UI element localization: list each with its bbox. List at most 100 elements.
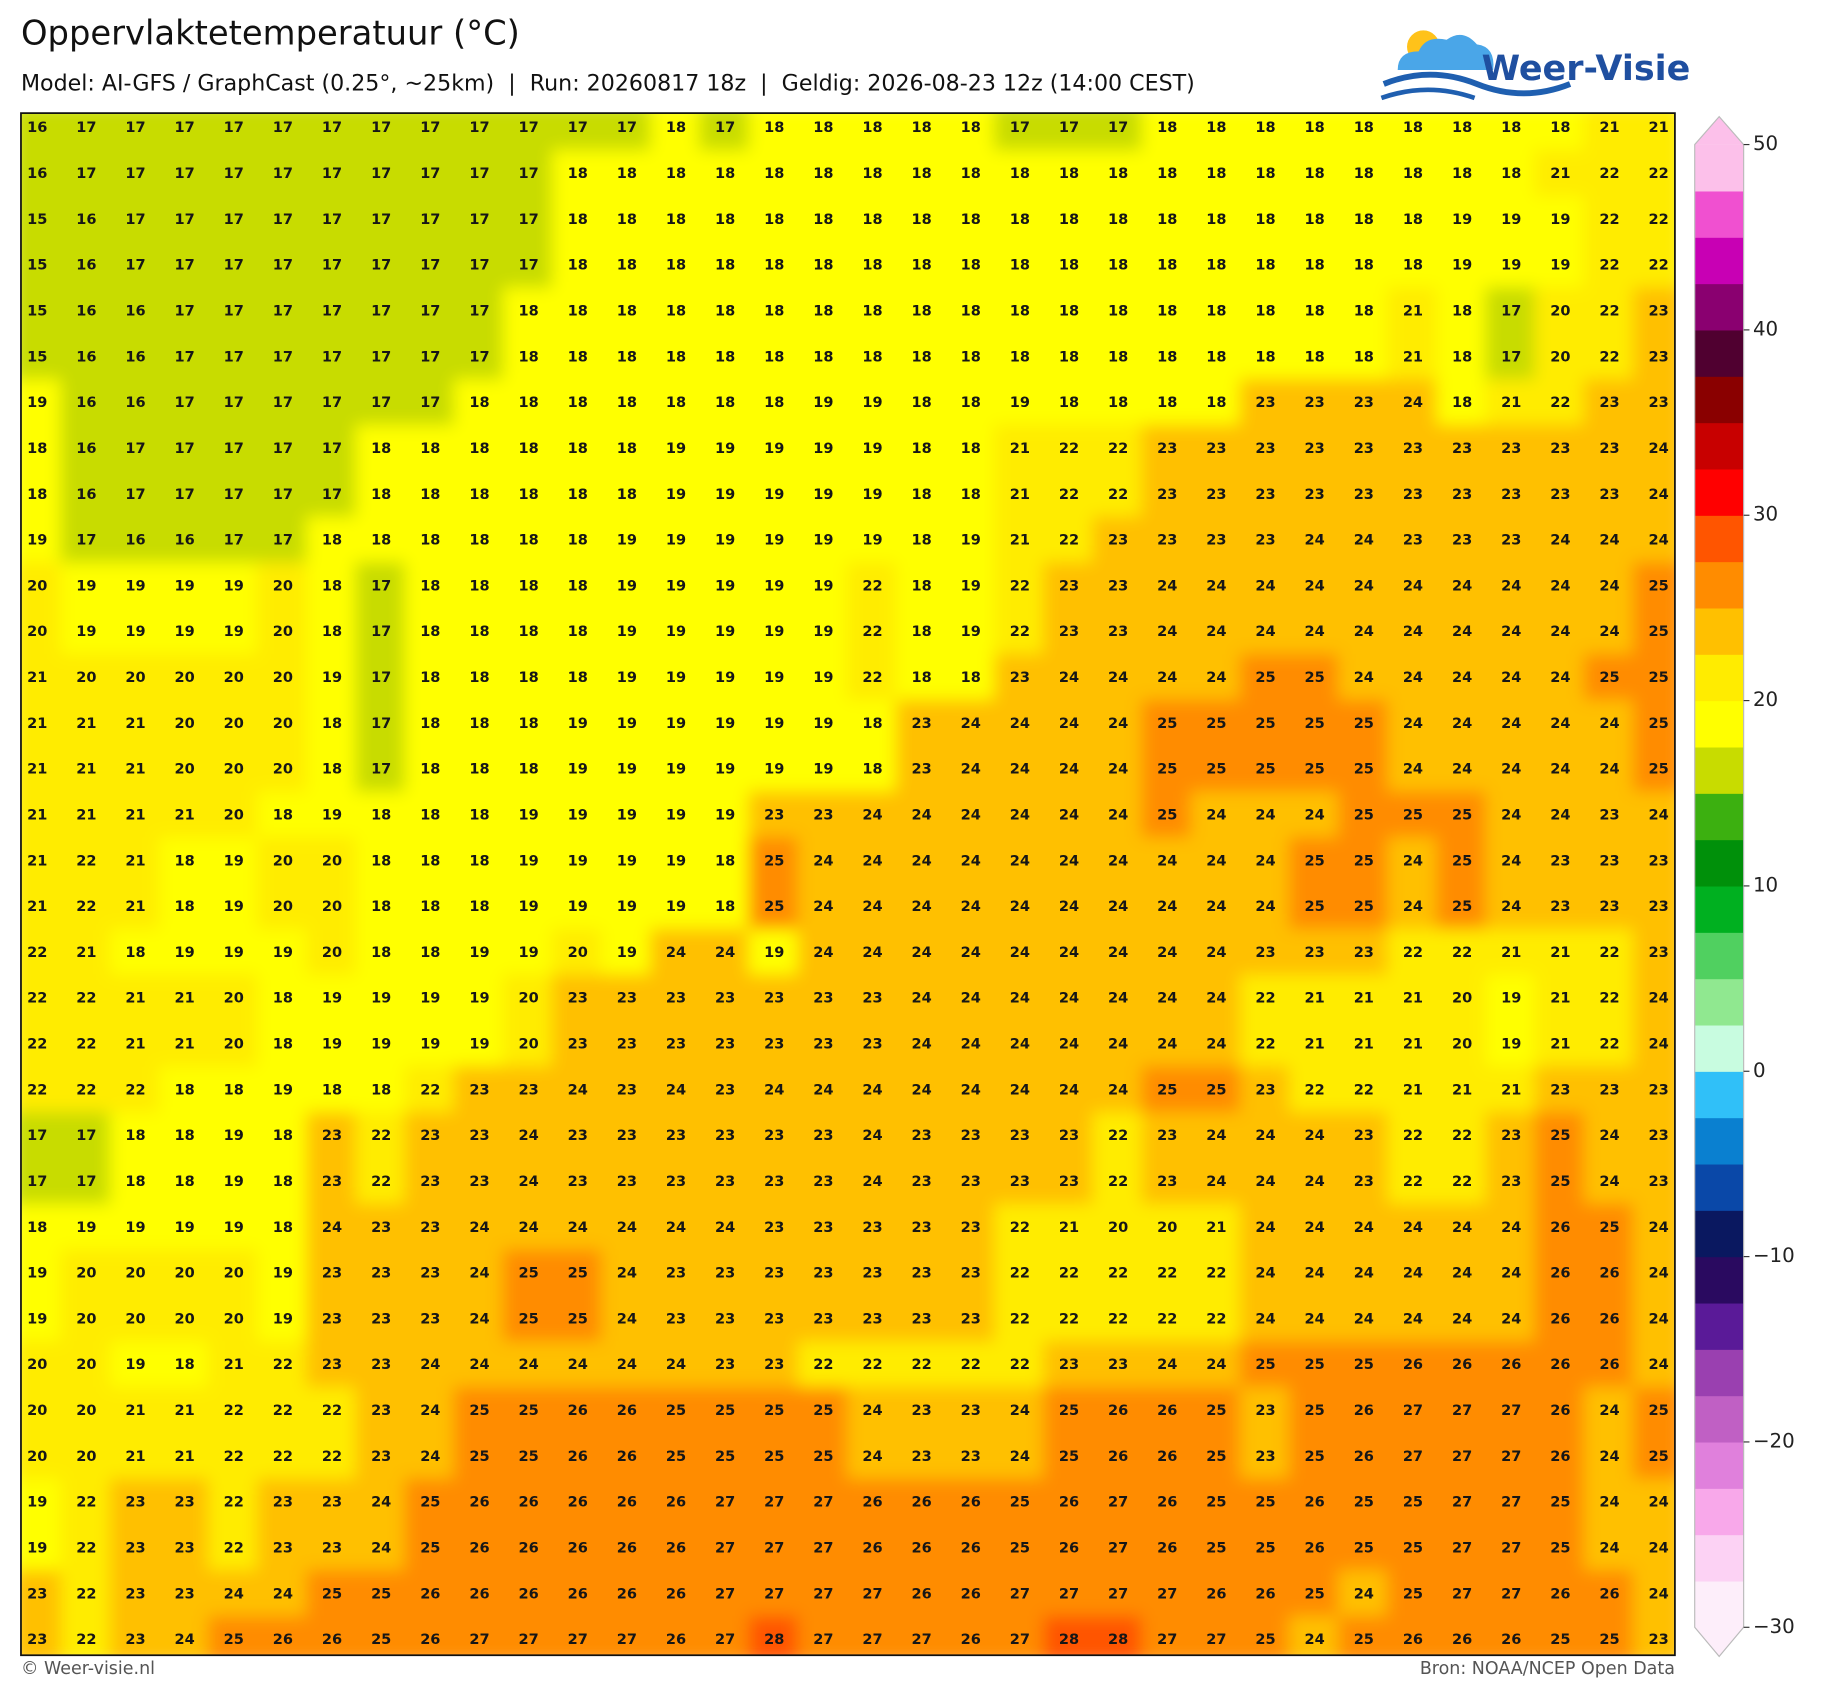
temp-cell xyxy=(1092,791,1144,840)
temp-label: 21 xyxy=(1010,532,1030,549)
temp-cell xyxy=(1632,745,1675,794)
temp-label: 17 xyxy=(371,303,391,320)
temp-cell xyxy=(1583,1295,1636,1344)
temp-cell xyxy=(895,287,948,336)
temp-label: 23 xyxy=(1010,1127,1030,1144)
temp-label: 20 xyxy=(322,898,342,915)
temp-cell xyxy=(1288,1157,1341,1207)
temp-label: 24 xyxy=(1648,1356,1668,1373)
temp-cell xyxy=(945,1616,997,1656)
temp-cell xyxy=(945,1203,997,1252)
temp-cell xyxy=(1632,516,1675,565)
temp-label: 18 xyxy=(715,348,735,365)
temp-cell xyxy=(1436,653,1488,703)
temp-label: 17 xyxy=(617,119,637,136)
temp-cell xyxy=(1485,195,1537,244)
temp-label: 25 xyxy=(371,1585,391,1602)
temp-label: 20 xyxy=(1550,303,1570,320)
temp-cell xyxy=(846,241,899,290)
temp-cell xyxy=(846,1066,899,1115)
temp-label: 18 xyxy=(1206,394,1226,411)
temp-cell xyxy=(208,379,260,428)
temp-label: 20 xyxy=(1452,1036,1472,1053)
temp-cell xyxy=(650,241,702,290)
temp-label: 22 xyxy=(1599,165,1619,182)
temp-cell xyxy=(1436,1112,1488,1161)
temp-label: 24 xyxy=(1501,1310,1521,1327)
temp-cell xyxy=(1583,195,1636,244)
temp-label: 24 xyxy=(1648,806,1668,823)
temp-label: 22 xyxy=(224,1402,244,1419)
temp-label: 24 xyxy=(1255,806,1275,823)
temp-label: 22 xyxy=(27,944,47,961)
temp-label: 18 xyxy=(568,577,588,594)
temp-cell xyxy=(895,1112,948,1161)
temp-cell xyxy=(797,1570,850,1619)
temp-cell xyxy=(1583,1249,1636,1298)
temp-label: 24 xyxy=(1354,577,1374,594)
temp-cell xyxy=(306,653,358,703)
temp-label: 22 xyxy=(1305,1081,1325,1098)
temp-label: 25 xyxy=(1452,806,1472,823)
temp-cell xyxy=(846,837,899,886)
temp-cell xyxy=(699,1432,751,1481)
temp-label: 18 xyxy=(1452,394,1472,411)
temp-label: 18 xyxy=(1452,165,1472,182)
temp-cell xyxy=(109,1524,162,1573)
temp-label: 23 xyxy=(322,1265,342,1282)
temp-label: 18 xyxy=(568,303,588,320)
temp-cell xyxy=(109,928,162,977)
temp-label: 26 xyxy=(666,1539,686,1556)
temp-cell xyxy=(1436,1524,1488,1573)
temp-cell xyxy=(1485,699,1537,748)
temp-label: 19 xyxy=(1010,394,1030,411)
temp-label: 26 xyxy=(1550,1585,1570,1602)
temp-label: 21 xyxy=(1305,1036,1325,1053)
temp-cell xyxy=(1534,837,1587,886)
temp-cell xyxy=(748,1478,800,1527)
temp-cell xyxy=(551,195,604,244)
temp-label: 25 xyxy=(518,1265,538,1282)
temp-cell xyxy=(109,333,162,382)
temp-label: 24 xyxy=(1157,990,1177,1007)
temp-label: 18 xyxy=(862,715,882,732)
temp-cell xyxy=(208,195,260,244)
temp-cell xyxy=(601,608,653,657)
temp-label: 18 xyxy=(322,623,342,640)
temp-label: 24 xyxy=(862,1448,882,1465)
temp-label: 21 xyxy=(1550,165,1570,182)
temp-cell xyxy=(1288,113,1341,153)
temp-label: 18 xyxy=(518,669,538,686)
temp-cell xyxy=(1485,745,1537,794)
temp-cell xyxy=(846,470,899,519)
temp-cell xyxy=(453,745,506,794)
temp-cell xyxy=(748,516,800,565)
temp-label: 21 xyxy=(1403,348,1423,365)
temp-cell xyxy=(1534,1020,1587,1069)
temp-label: 18 xyxy=(518,348,538,365)
temp-cell xyxy=(1583,1203,1636,1252)
temp-label: 27 xyxy=(1452,1448,1472,1465)
temp-label: 26 xyxy=(1157,1494,1177,1511)
temp-cell xyxy=(453,379,506,428)
temp-label: 23 xyxy=(1059,1356,1079,1373)
temp-cell xyxy=(1239,1203,1292,1252)
temp-cell xyxy=(355,1157,407,1207)
temp-cell xyxy=(797,974,850,1023)
temp-label: 18 xyxy=(1305,211,1325,228)
temp-cell xyxy=(1190,379,1243,428)
temp-label: 24 xyxy=(1059,715,1079,732)
temp-cell xyxy=(20,287,64,336)
colorbar-bin xyxy=(1694,1395,1744,1443)
temp-cell xyxy=(109,1203,162,1252)
temp-cell xyxy=(109,1432,162,1481)
temp-label: 20 xyxy=(76,1310,96,1327)
temp-cell xyxy=(1141,562,1194,611)
temp-label: 23 xyxy=(1354,440,1374,457)
temp-label: 17 xyxy=(224,348,244,365)
temp-cell xyxy=(551,1478,604,1527)
temp-cell xyxy=(355,791,407,840)
temp-label: 24 xyxy=(862,1127,882,1144)
temp-cell xyxy=(1190,333,1243,382)
temp-cell xyxy=(1387,241,1439,290)
